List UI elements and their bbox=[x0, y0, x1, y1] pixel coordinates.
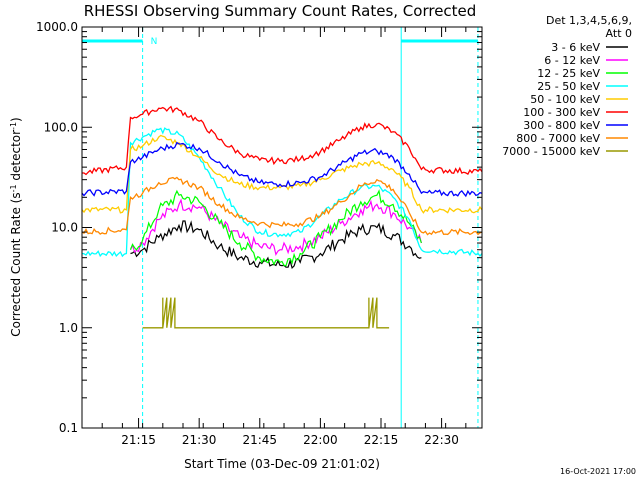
legend-label-8: 7000 - 15000 keV bbox=[502, 145, 600, 158]
y-axis-label: Corrected Count Rate (s-1 detector-1) bbox=[9, 117, 23, 336]
legend-label-5: 100 - 300 keV bbox=[523, 106, 600, 119]
series-line-8 bbox=[142, 297, 390, 329]
y-tick-label-4: 0.1 bbox=[59, 421, 78, 435]
x-tick-label-2: 21:45 bbox=[242, 433, 277, 447]
series-line-6 bbox=[82, 141, 482, 198]
y-tick-label-0: 1000.0 bbox=[36, 20, 78, 34]
legend-label-1: 6 - 12 keV bbox=[544, 54, 600, 67]
y-tick-label-1: 100.0 bbox=[44, 120, 78, 134]
x-axis-label: Start Time (03-Dec-09 21:01:02) bbox=[184, 457, 380, 471]
series-line-2 bbox=[129, 189, 422, 267]
series-line-3 bbox=[82, 127, 482, 258]
x-tick-label-4: 22:15 bbox=[364, 433, 399, 447]
x-tick-label-1: 21:30 bbox=[182, 433, 217, 447]
chart-title: RHESSI Observing Summary Count Rates, Co… bbox=[84, 2, 477, 20]
series-line-7 bbox=[82, 176, 482, 236]
legend-label-3: 25 - 50 keV bbox=[537, 80, 600, 93]
legend-label-6: 300 - 800 keV bbox=[523, 119, 600, 132]
marker-flag-label: N bbox=[151, 37, 158, 47]
legend-label-2: 12 - 25 keV bbox=[537, 67, 600, 80]
y-tick-label-2: 10.0 bbox=[51, 221, 78, 235]
series-line-1 bbox=[129, 198, 422, 256]
legend-header-line-1: Det 1,3,4,5,6,9, bbox=[546, 14, 632, 27]
generated-timestamp: 16-Oct-2021 17:00 bbox=[560, 467, 636, 476]
x-tick-label-5: 22:30 bbox=[424, 433, 459, 447]
series-line-0 bbox=[130, 220, 422, 270]
y-tick-label-3: 1.0 bbox=[59, 321, 78, 335]
x-tick-label-0: 21:15 bbox=[121, 433, 156, 447]
legend-label-7: 800 - 7000 keV bbox=[516, 132, 600, 145]
legend-header-line-2: Att 0 bbox=[606, 27, 632, 40]
legend-label-0: 3 - 6 keV bbox=[551, 41, 600, 54]
series-line-5 bbox=[82, 105, 482, 176]
x-tick-label-3: 22:00 bbox=[303, 433, 338, 447]
legend-label-4: 50 - 100 keV bbox=[530, 93, 600, 106]
series-layer bbox=[82, 105, 482, 329]
axes: 1000.0 100.0 10.0 1.0 0.1 21:15 21:30 21:45 22:0… bbox=[36, 20, 483, 447]
